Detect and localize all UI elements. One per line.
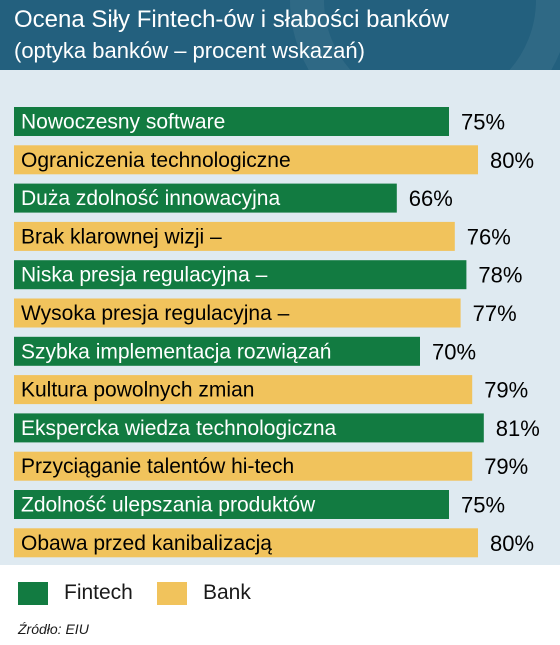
bar-value-label: 66% — [409, 186, 453, 211]
bar-value-label: 75% — [461, 493, 505, 518]
bar-value-label: 80% — [490, 148, 534, 173]
bar-value-label: 75% — [461, 110, 505, 135]
bar-bank — [14, 221, 455, 251]
bar-category-label: Obawa przed kanibalizacją — [21, 532, 272, 555]
bar-value-label: 80% — [490, 531, 534, 556]
legend-label-fintech: Fintech — [64, 581, 133, 604]
bar-fintech — [14, 183, 397, 213]
plot-panel: Nowoczesny software 75% Ograniczenia techn… — [0, 70, 560, 565]
bar-category-label: Niska presja regulacyjna – — [21, 264, 268, 287]
legend-swatch-bank — [157, 581, 187, 605]
chart-title: Ocena Siły Fintech-ów i słabości banków — [14, 6, 449, 33]
bar-fintech — [14, 260, 467, 290]
bar-bank — [14, 375, 473, 405]
bar-value-label: 79% — [484, 454, 528, 479]
bar-value-label: 70% — [432, 339, 476, 364]
bar-category-label: Brak klarownej wizji – — [21, 225, 222, 248]
chart-header: Ocena Siły Fintech-ów i słabości banków … — [0, 0, 560, 70]
bar-fintech — [14, 413, 484, 443]
chart-subtitle: (optyka banków – procent wskazań) — [14, 38, 365, 63]
bar-category-label: Wysoka presja regulacyjna – — [21, 302, 290, 325]
bar-bank — [14, 528, 478, 558]
bar-chart: Nowoczesny software 75% Ograniczenia techn… — [14, 107, 540, 558]
bar-value-label: 77% — [473, 301, 517, 326]
bar-value-label: 78% — [478, 263, 522, 288]
bar-category-label: Szybka implementacja rozwiązań — [21, 340, 331, 363]
legend-label-bank: Bank — [203, 581, 251, 604]
bar-category-label: Kultura powolnych zmian — [21, 379, 254, 402]
bar-fintech — [14, 336, 420, 366]
legend-item-bank: Bank — [157, 578, 251, 608]
bar-bank — [14, 145, 478, 175]
bar-bank — [14, 298, 461, 328]
bar-value-label: 81% — [496, 416, 540, 441]
legend-swatch-fintech — [18, 581, 48, 605]
bar-fintech — [14, 490, 449, 519]
bar-category-label: Ekspercka wiedza technologiczna — [21, 417, 336, 440]
bar-category-label: Zdolność ulepszania produktów — [21, 494, 316, 517]
legend-item-fintech: Fintech — [18, 578, 133, 608]
bar-fintech — [14, 107, 449, 136]
bar-bank — [14, 451, 473, 481]
bar-value-label: 76% — [467, 224, 511, 249]
legend: Fintech Bank — [0, 578, 560, 608]
bar-value-label: 79% — [484, 378, 528, 403]
bar-category-label: Ograniczenia technologiczne — [21, 149, 291, 172]
bar-category-label: Przyciąganie talentów hi-tech — [21, 455, 294, 478]
bar-category-label: Duża zdolność innowacyjna — [21, 187, 280, 210]
source-note: Źródło: EIU — [18, 621, 89, 637]
bar-category-label: Nowoczesny software — [21, 111, 225, 134]
